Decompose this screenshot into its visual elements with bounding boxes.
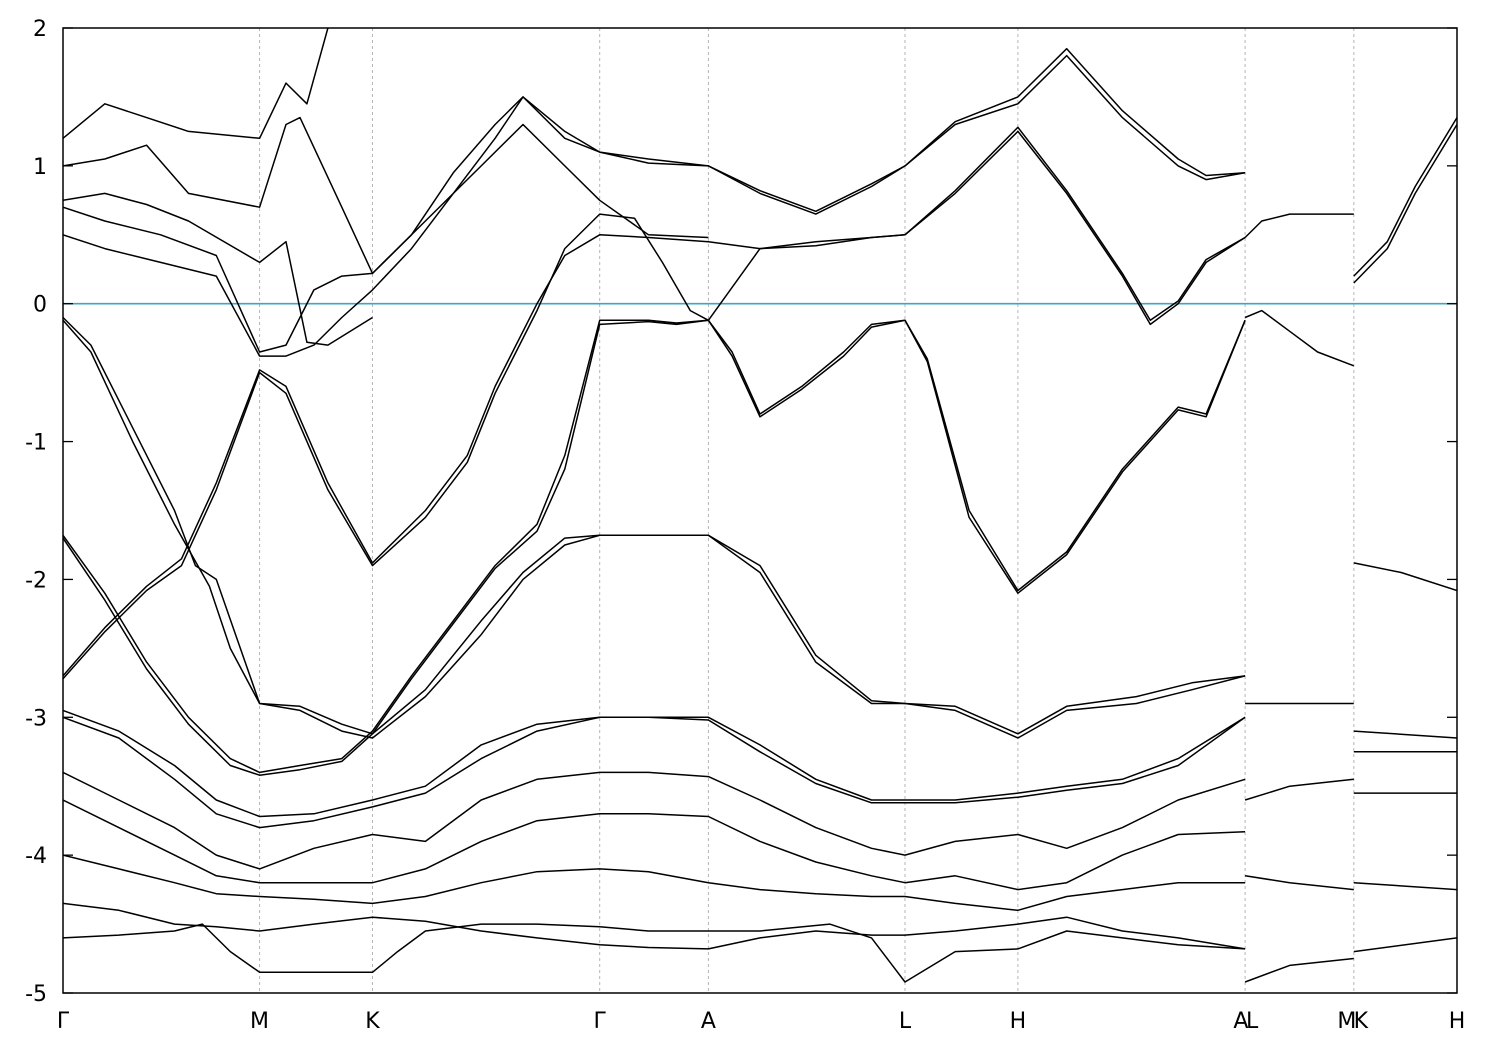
y-tick-label-1: -4 bbox=[25, 844, 47, 869]
x-tick-label-9: M bbox=[1337, 1009, 1356, 1034]
band-line-7 bbox=[63, 47, 1246, 353]
y-tick-label-6: 1 bbox=[33, 155, 47, 180]
band-lines bbox=[63, 28, 1457, 983]
y-tick-label-0: -5 bbox=[25, 982, 47, 1007]
band-line-30 bbox=[1353, 124, 1457, 284]
band-line-5 bbox=[63, 126, 1246, 680]
band-line-23 bbox=[1244, 309, 1355, 367]
x-tick-label-2: K bbox=[365, 1009, 380, 1034]
band-line-10 bbox=[63, 192, 373, 346]
band-line-8 bbox=[63, 28, 329, 140]
band-line-25 bbox=[1353, 730, 1457, 739]
x-tick-label-11: H bbox=[1449, 1009, 1466, 1034]
band-line-21 bbox=[1244, 957, 1354, 983]
band-line-3 bbox=[63, 319, 1246, 776]
band-line-13 bbox=[63, 771, 1246, 870]
band-line-1 bbox=[63, 316, 1246, 735]
x-tick-label-7: A bbox=[1233, 1009, 1248, 1034]
kpoint-gridlines bbox=[259, 28, 1355, 993]
x-tick-label-3: Γ bbox=[594, 1009, 607, 1034]
y-tick-label-5: 0 bbox=[33, 293, 47, 318]
band-line-31 bbox=[1353, 117, 1457, 277]
band-line-9 bbox=[63, 116, 709, 275]
band-line-24 bbox=[1353, 562, 1457, 592]
band-line-0 bbox=[63, 319, 1246, 739]
y-tick-label-3: -2 bbox=[25, 568, 47, 593]
band-line-22 bbox=[1244, 213, 1354, 239]
y-tick-label-7: 2 bbox=[33, 17, 47, 42]
x-tick-label-0: Γ bbox=[57, 1009, 70, 1034]
band-line-2 bbox=[63, 319, 1246, 774]
band-line-12 bbox=[63, 716, 1246, 829]
plot-frame bbox=[62, 27, 1458, 994]
y-tick-labels: -5 -4 -3 -2 -1 0 1 2 bbox=[25, 17, 47, 1007]
y-tick-label-4: -1 bbox=[25, 431, 47, 456]
band-line-16 bbox=[63, 902, 1246, 950]
band-line-29 bbox=[1353, 937, 1457, 953]
band-line-20 bbox=[1244, 875, 1354, 891]
x-tick-label-8: L bbox=[1246, 1009, 1259, 1034]
x-tick-labels: Γ M K Γ A L H AL MK H bbox=[57, 1009, 1465, 1034]
x-tick-label-6: H bbox=[1010, 1009, 1027, 1034]
y-tick-label-2: -3 bbox=[25, 706, 47, 731]
x-tick-label-1: M bbox=[250, 1009, 269, 1034]
band-line-17 bbox=[63, 923, 1246, 983]
x-tick-label-4: A bbox=[701, 1009, 716, 1034]
band-line-19 bbox=[1244, 778, 1354, 801]
axis-ticks bbox=[63, 27, 1457, 994]
band-line-15 bbox=[63, 854, 1246, 912]
band-line-14 bbox=[63, 799, 1246, 891]
x-tick-label-5: L bbox=[899, 1009, 912, 1034]
band-line-4 bbox=[63, 130, 1246, 677]
band-line-28 bbox=[1353, 881, 1457, 891]
x-tick-label-10: K bbox=[1354, 1009, 1369, 1034]
band-line-6 bbox=[63, 54, 1246, 357]
